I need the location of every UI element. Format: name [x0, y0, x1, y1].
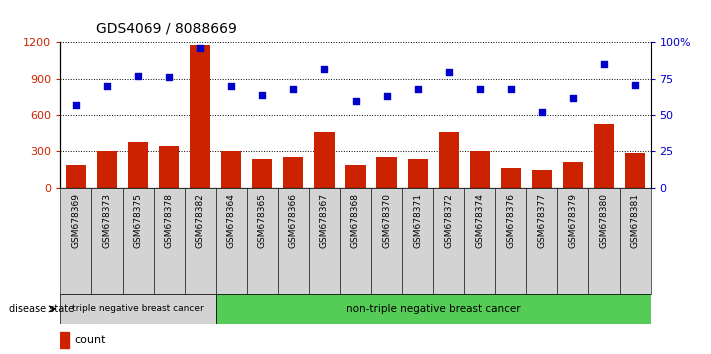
Text: GSM678371: GSM678371 — [413, 193, 422, 248]
Point — [164, 74, 175, 80]
Text: GSM678365: GSM678365 — [258, 193, 267, 248]
Point — [225, 83, 237, 89]
Bar — [314, 132, 335, 188]
Bar — [221, 152, 241, 188]
Bar — [190, 45, 210, 188]
Text: GSM678364: GSM678364 — [227, 193, 236, 248]
Text: GSM678378: GSM678378 — [165, 193, 173, 248]
Point — [412, 86, 423, 92]
Bar — [60, 188, 92, 294]
Bar — [619, 188, 651, 294]
Bar — [532, 170, 552, 188]
Bar — [159, 147, 179, 188]
Bar — [376, 158, 397, 188]
Bar — [340, 188, 371, 294]
Bar — [557, 188, 589, 294]
Bar — [92, 188, 122, 294]
Bar — [185, 188, 215, 294]
Bar — [402, 188, 433, 294]
Point — [443, 69, 454, 74]
Bar — [594, 124, 614, 188]
Bar — [215, 188, 247, 294]
Bar — [496, 188, 526, 294]
Bar — [252, 159, 272, 188]
Point — [288, 86, 299, 92]
Text: GSM678372: GSM678372 — [444, 193, 453, 248]
Text: GSM678373: GSM678373 — [102, 193, 112, 248]
Bar — [407, 159, 428, 188]
Bar — [433, 188, 464, 294]
Point — [70, 102, 82, 108]
Bar — [371, 188, 402, 294]
Bar — [215, 294, 651, 324]
Text: GSM678382: GSM678382 — [196, 193, 205, 248]
Text: count: count — [74, 335, 105, 346]
Bar — [283, 158, 304, 188]
Point — [474, 86, 486, 92]
Text: GSM678368: GSM678368 — [351, 193, 360, 248]
Bar — [589, 188, 619, 294]
Bar — [309, 188, 340, 294]
Text: GSM678376: GSM678376 — [506, 193, 515, 248]
Point — [598, 62, 609, 67]
Bar — [526, 188, 557, 294]
Text: GSM678379: GSM678379 — [568, 193, 577, 248]
Bar — [66, 165, 86, 188]
Bar — [97, 152, 117, 188]
Text: triple negative breast cancer: triple negative breast cancer — [73, 304, 204, 313]
Point — [132, 73, 144, 79]
Point — [102, 83, 113, 89]
Point — [195, 45, 206, 51]
Point — [381, 93, 392, 99]
Text: GSM678377: GSM678377 — [538, 193, 546, 248]
Text: GSM678374: GSM678374 — [475, 193, 484, 248]
Text: GSM678375: GSM678375 — [134, 193, 143, 248]
Text: GSM678381: GSM678381 — [631, 193, 639, 248]
Point — [629, 82, 641, 87]
Text: GSM678366: GSM678366 — [289, 193, 298, 248]
Bar — [346, 165, 365, 188]
Bar — [128, 142, 148, 188]
Bar — [470, 152, 490, 188]
Point — [567, 95, 579, 101]
Bar — [625, 153, 645, 188]
Bar — [60, 332, 70, 348]
Text: GSM678370: GSM678370 — [382, 193, 391, 248]
Text: disease state: disease state — [9, 304, 74, 314]
Bar — [439, 132, 459, 188]
Text: GSM678367: GSM678367 — [320, 193, 329, 248]
Point — [505, 86, 516, 92]
Point — [319, 66, 330, 72]
Bar — [501, 168, 521, 188]
Bar — [122, 188, 154, 294]
Bar — [278, 188, 309, 294]
Text: GSM678380: GSM678380 — [599, 193, 609, 248]
Point — [536, 109, 547, 115]
Bar — [60, 294, 215, 324]
Bar — [154, 188, 185, 294]
Text: non-triple negative breast cancer: non-triple negative breast cancer — [346, 304, 520, 314]
Bar — [563, 162, 583, 188]
Point — [257, 92, 268, 98]
Text: GSM678369: GSM678369 — [72, 193, 80, 248]
Text: GDS4069 / 8088669: GDS4069 / 8088669 — [96, 21, 237, 35]
Bar — [464, 188, 496, 294]
Point — [350, 98, 361, 103]
Bar — [247, 188, 278, 294]
